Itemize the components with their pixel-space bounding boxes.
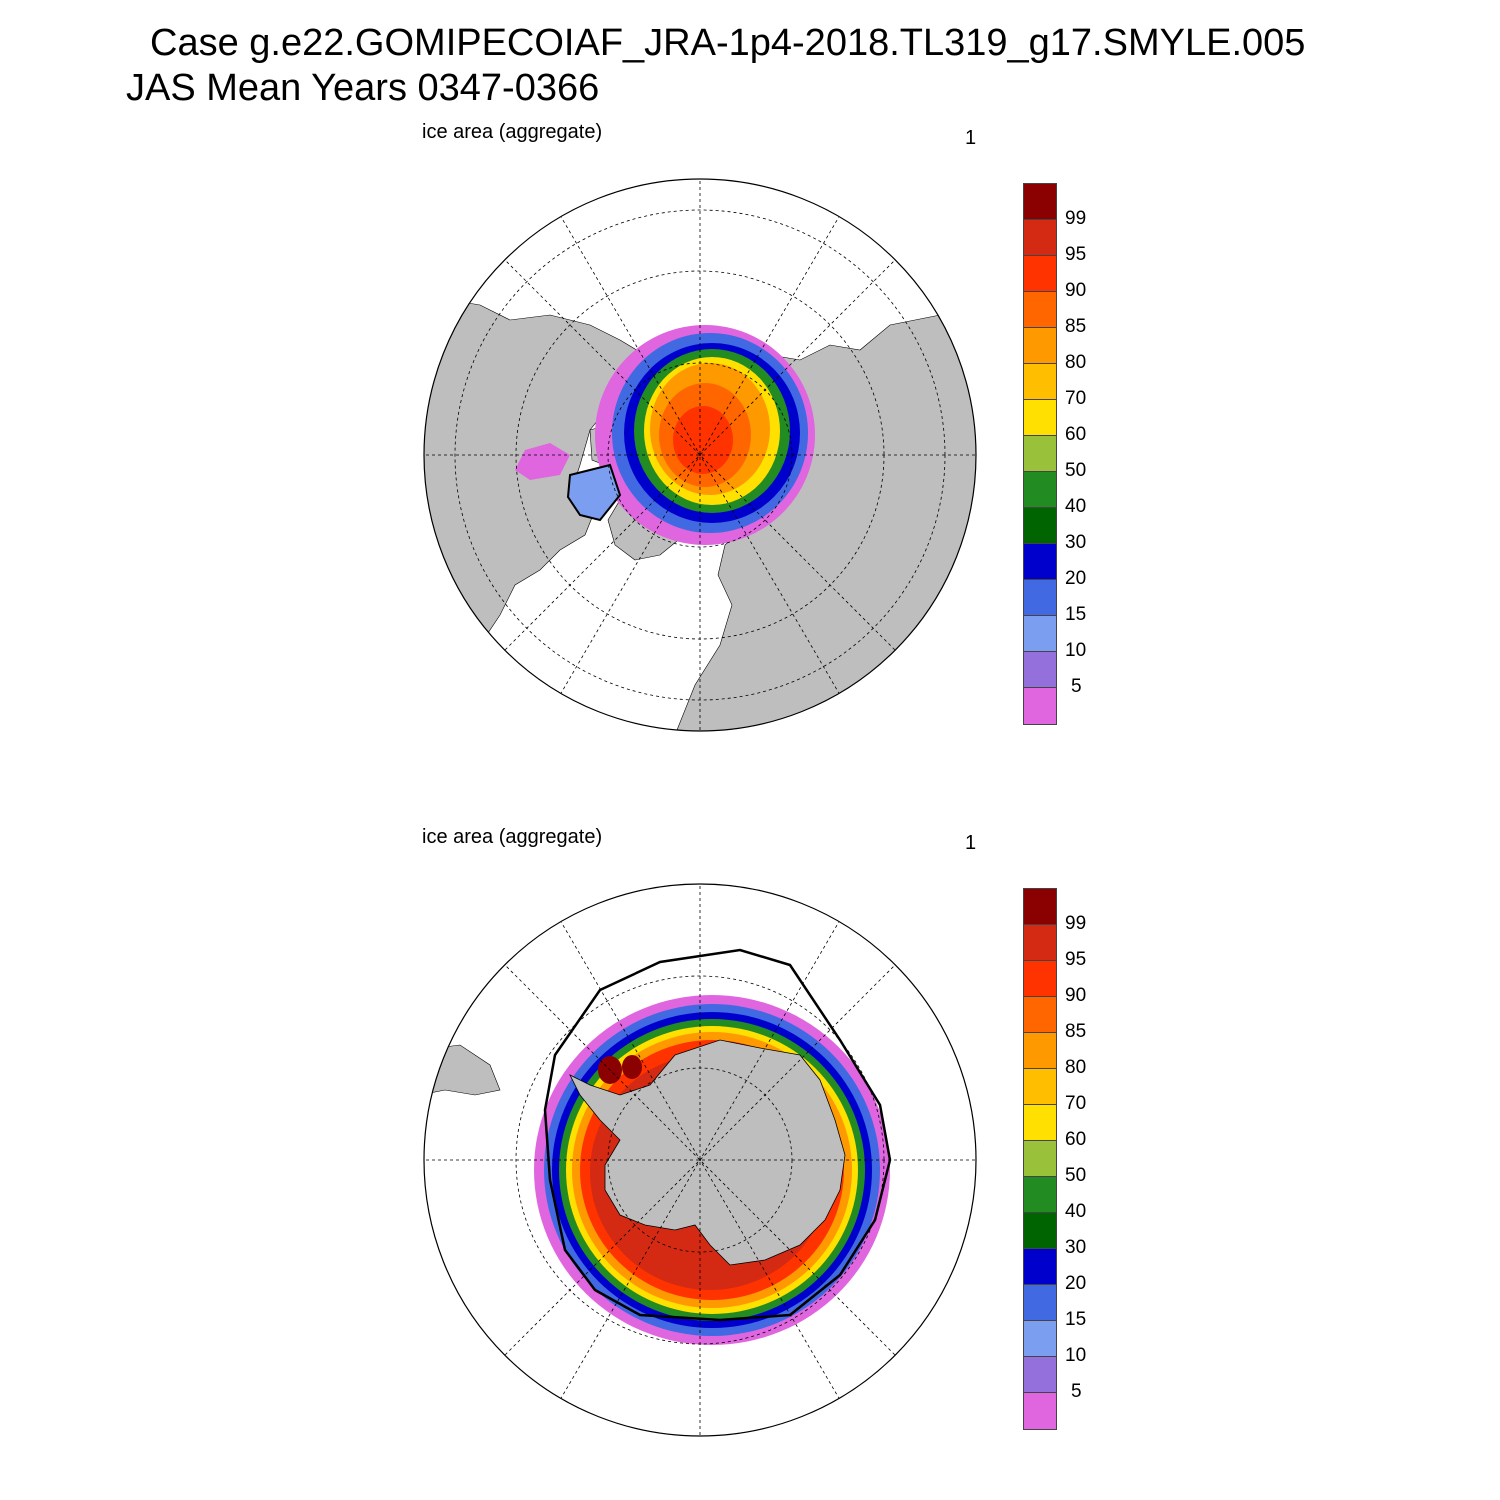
panel1-label: ice area (aggregate) <box>422 121 603 143</box>
colorbar-segment <box>1023 888 1057 925</box>
colorbar-label: 10 <box>1065 1345 1087 1366</box>
colorbar-segment <box>1023 960 1057 997</box>
colorbar-label: 80 <box>1065 1057 1087 1078</box>
colorbar-label: 99 <box>1065 913 1087 934</box>
land-antarctica <box>569 1039 846 1266</box>
colorbar-segment <box>1023 183 1057 220</box>
colorbar-north: 99 95 90 85 80 70 60 50 40 30 20 15 10 5 <box>1023 183 1086 725</box>
colorbar-segment <box>1023 615 1057 652</box>
colorbar-label: 80 <box>1065 352 1087 373</box>
colorbar-label: 30 <box>1065 532 1087 553</box>
colorbar-segment <box>1023 1176 1057 1213</box>
colorbar-label: 85 <box>1065 1021 1087 1042</box>
ice-edge-contour <box>543 948 892 1322</box>
colorbar-label: 10 <box>1065 640 1087 661</box>
colorbar-segment <box>1023 471 1057 508</box>
colorbar-segment <box>1023 327 1057 364</box>
colorbar-label: 30 <box>1065 1237 1087 1258</box>
colorbar-segment <box>1023 996 1057 1033</box>
colorbar-segment <box>1023 543 1057 580</box>
colorbar-segment <box>1023 1284 1057 1321</box>
colorbar-label: 5 <box>1071 1381 1082 1402</box>
graticule <box>424 179 976 731</box>
ice-baffin <box>566 463 622 522</box>
colorbar-segment <box>1023 255 1057 292</box>
colorbar-segment <box>1023 1032 1057 1069</box>
north-polar-map <box>423 178 977 732</box>
colorbar-label: 20 <box>1065 568 1087 589</box>
colorbar-label: 70 <box>1065 388 1087 409</box>
colorbar-label: 15 <box>1065 1309 1087 1330</box>
figure-title-line2: JAS Mean Years 0347-0366 <box>126 67 600 109</box>
panel2-label: ice area (aggregate) <box>422 826 603 848</box>
colorbar-label: 40 <box>1065 1201 1087 1222</box>
ice-95 <box>673 406 733 474</box>
colorbar-segment <box>1023 399 1057 436</box>
colorbar-segment <box>1023 435 1057 472</box>
colorbar-segment <box>1023 507 1057 544</box>
colorbar-label: 60 <box>1065 424 1087 445</box>
map-border <box>423 883 977 1437</box>
colorbar-label: 70 <box>1065 1093 1087 1114</box>
colorbar-segment <box>1023 1104 1057 1141</box>
colorbar-segment <box>1023 924 1057 961</box>
colorbar-label: 95 <box>1065 244 1087 265</box>
graticule <box>424 884 976 1436</box>
colorbar-label: 40 <box>1065 496 1087 517</box>
colorbar-label: 99 <box>1065 208 1087 229</box>
colorbar-segment <box>1023 579 1057 616</box>
colorbar-label: 50 <box>1065 1165 1087 1186</box>
colorbar-segment <box>1023 1248 1057 1285</box>
colorbar-segment <box>1023 1356 1057 1393</box>
colorbar-label: 50 <box>1065 460 1087 481</box>
colorbar-label: 90 <box>1065 985 1087 1006</box>
map-border <box>423 178 977 732</box>
ice-99-b <box>622 1055 642 1079</box>
colorbar-label: 90 <box>1065 280 1087 301</box>
colorbar-label: 5 <box>1071 676 1082 697</box>
colorbar-segment <box>1023 1068 1057 1105</box>
colorbar-label: 85 <box>1065 316 1087 337</box>
ice-hudson <box>515 443 570 480</box>
colorbar-label: 20 <box>1065 1273 1087 1294</box>
panel1-number: 1 <box>965 127 977 149</box>
colorbar-segment <box>1023 651 1057 688</box>
colorbar-segment <box>1023 687 1057 725</box>
colorbar-label: 95 <box>1065 949 1087 970</box>
colorbar-segment <box>1023 363 1057 400</box>
colorbar-south: 99 95 90 85 80 70 60 50 40 30 20 15 10 5 <box>1023 888 1086 1430</box>
colorbar-label: 15 <box>1065 604 1087 625</box>
colorbar-segment <box>1023 1320 1057 1357</box>
south-polar-map <box>423 883 977 1437</box>
colorbar-segment <box>1023 291 1057 328</box>
colorbar-segment <box>1023 1392 1057 1430</box>
colorbar-segment <box>1023 1212 1057 1249</box>
colorbar-segment <box>1023 1140 1057 1177</box>
figure-title-line1: Case g.e22.GOMIPECOIAF_JRA-1p4-2018.TL31… <box>150 22 1306 64</box>
colorbar-segment <box>1023 219 1057 256</box>
colorbar-label: 60 <box>1065 1129 1087 1150</box>
panel2-number: 1 <box>965 832 977 854</box>
